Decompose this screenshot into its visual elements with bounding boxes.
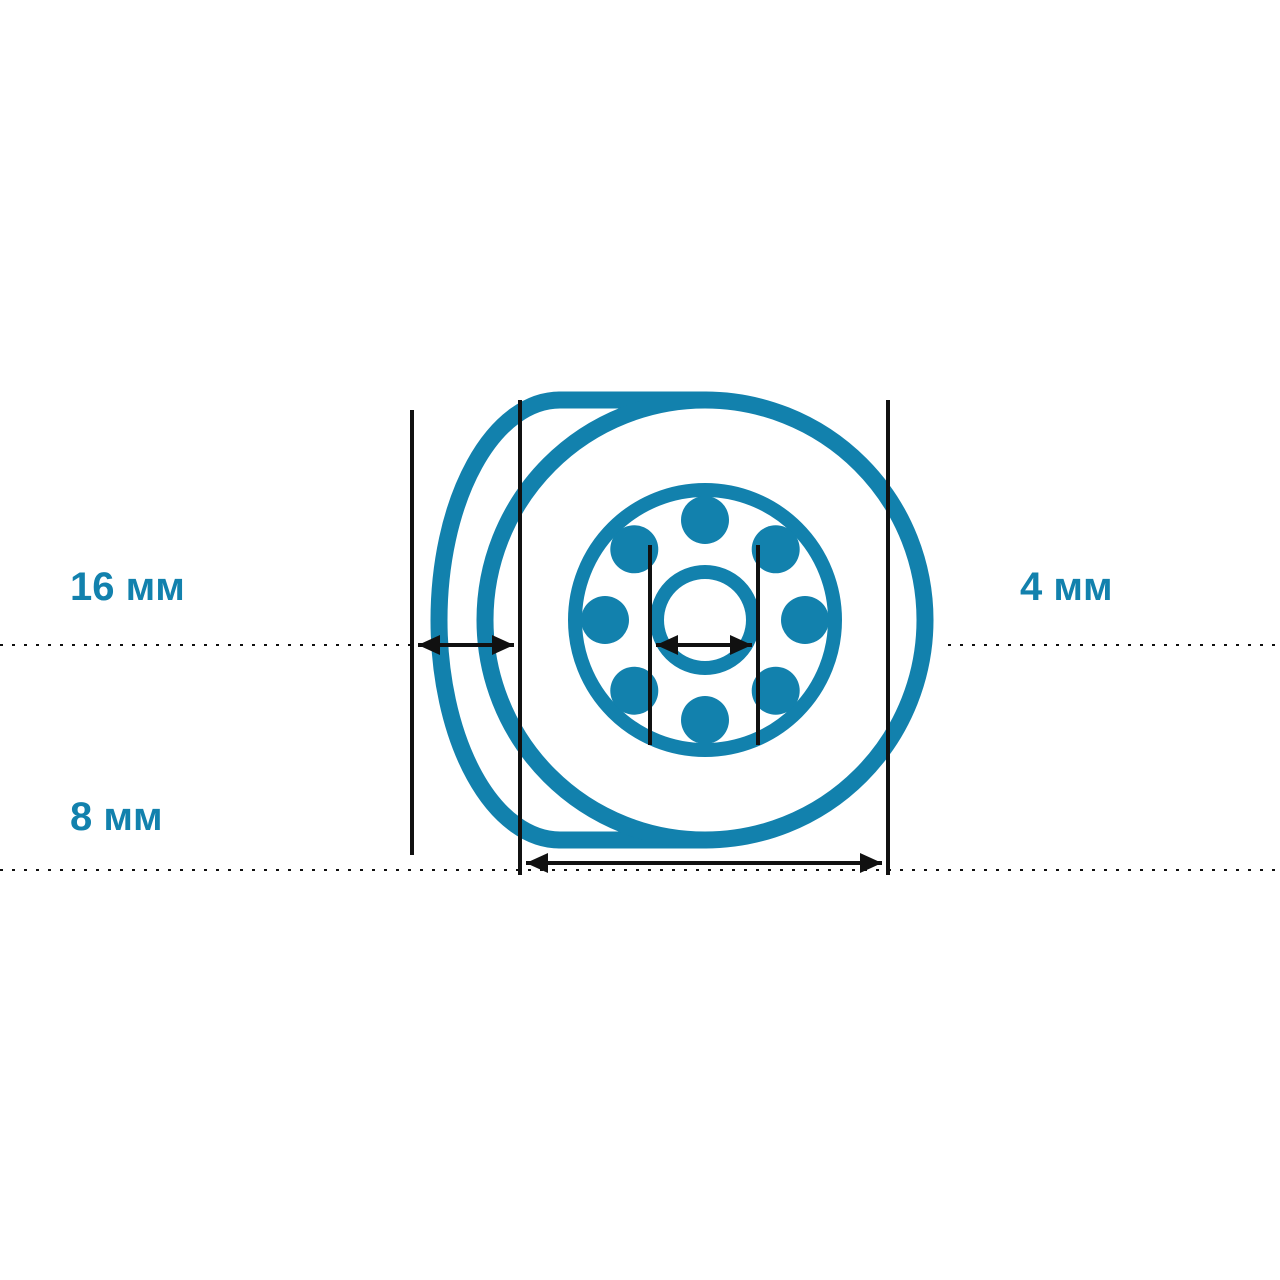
label-width: 8 мм xyxy=(70,795,163,839)
depth-16mm-arrow-left xyxy=(418,635,440,655)
bearing-bore xyxy=(657,572,753,668)
bearing-ball xyxy=(781,596,829,644)
bearing-ball xyxy=(681,496,729,544)
label-bore-diameter: 4 мм xyxy=(1020,565,1113,609)
bearing-ball xyxy=(681,696,729,744)
label-outer-diameter: 16 мм xyxy=(70,565,185,609)
bearing-drawing xyxy=(439,383,942,857)
bearing-ball xyxy=(581,596,629,644)
